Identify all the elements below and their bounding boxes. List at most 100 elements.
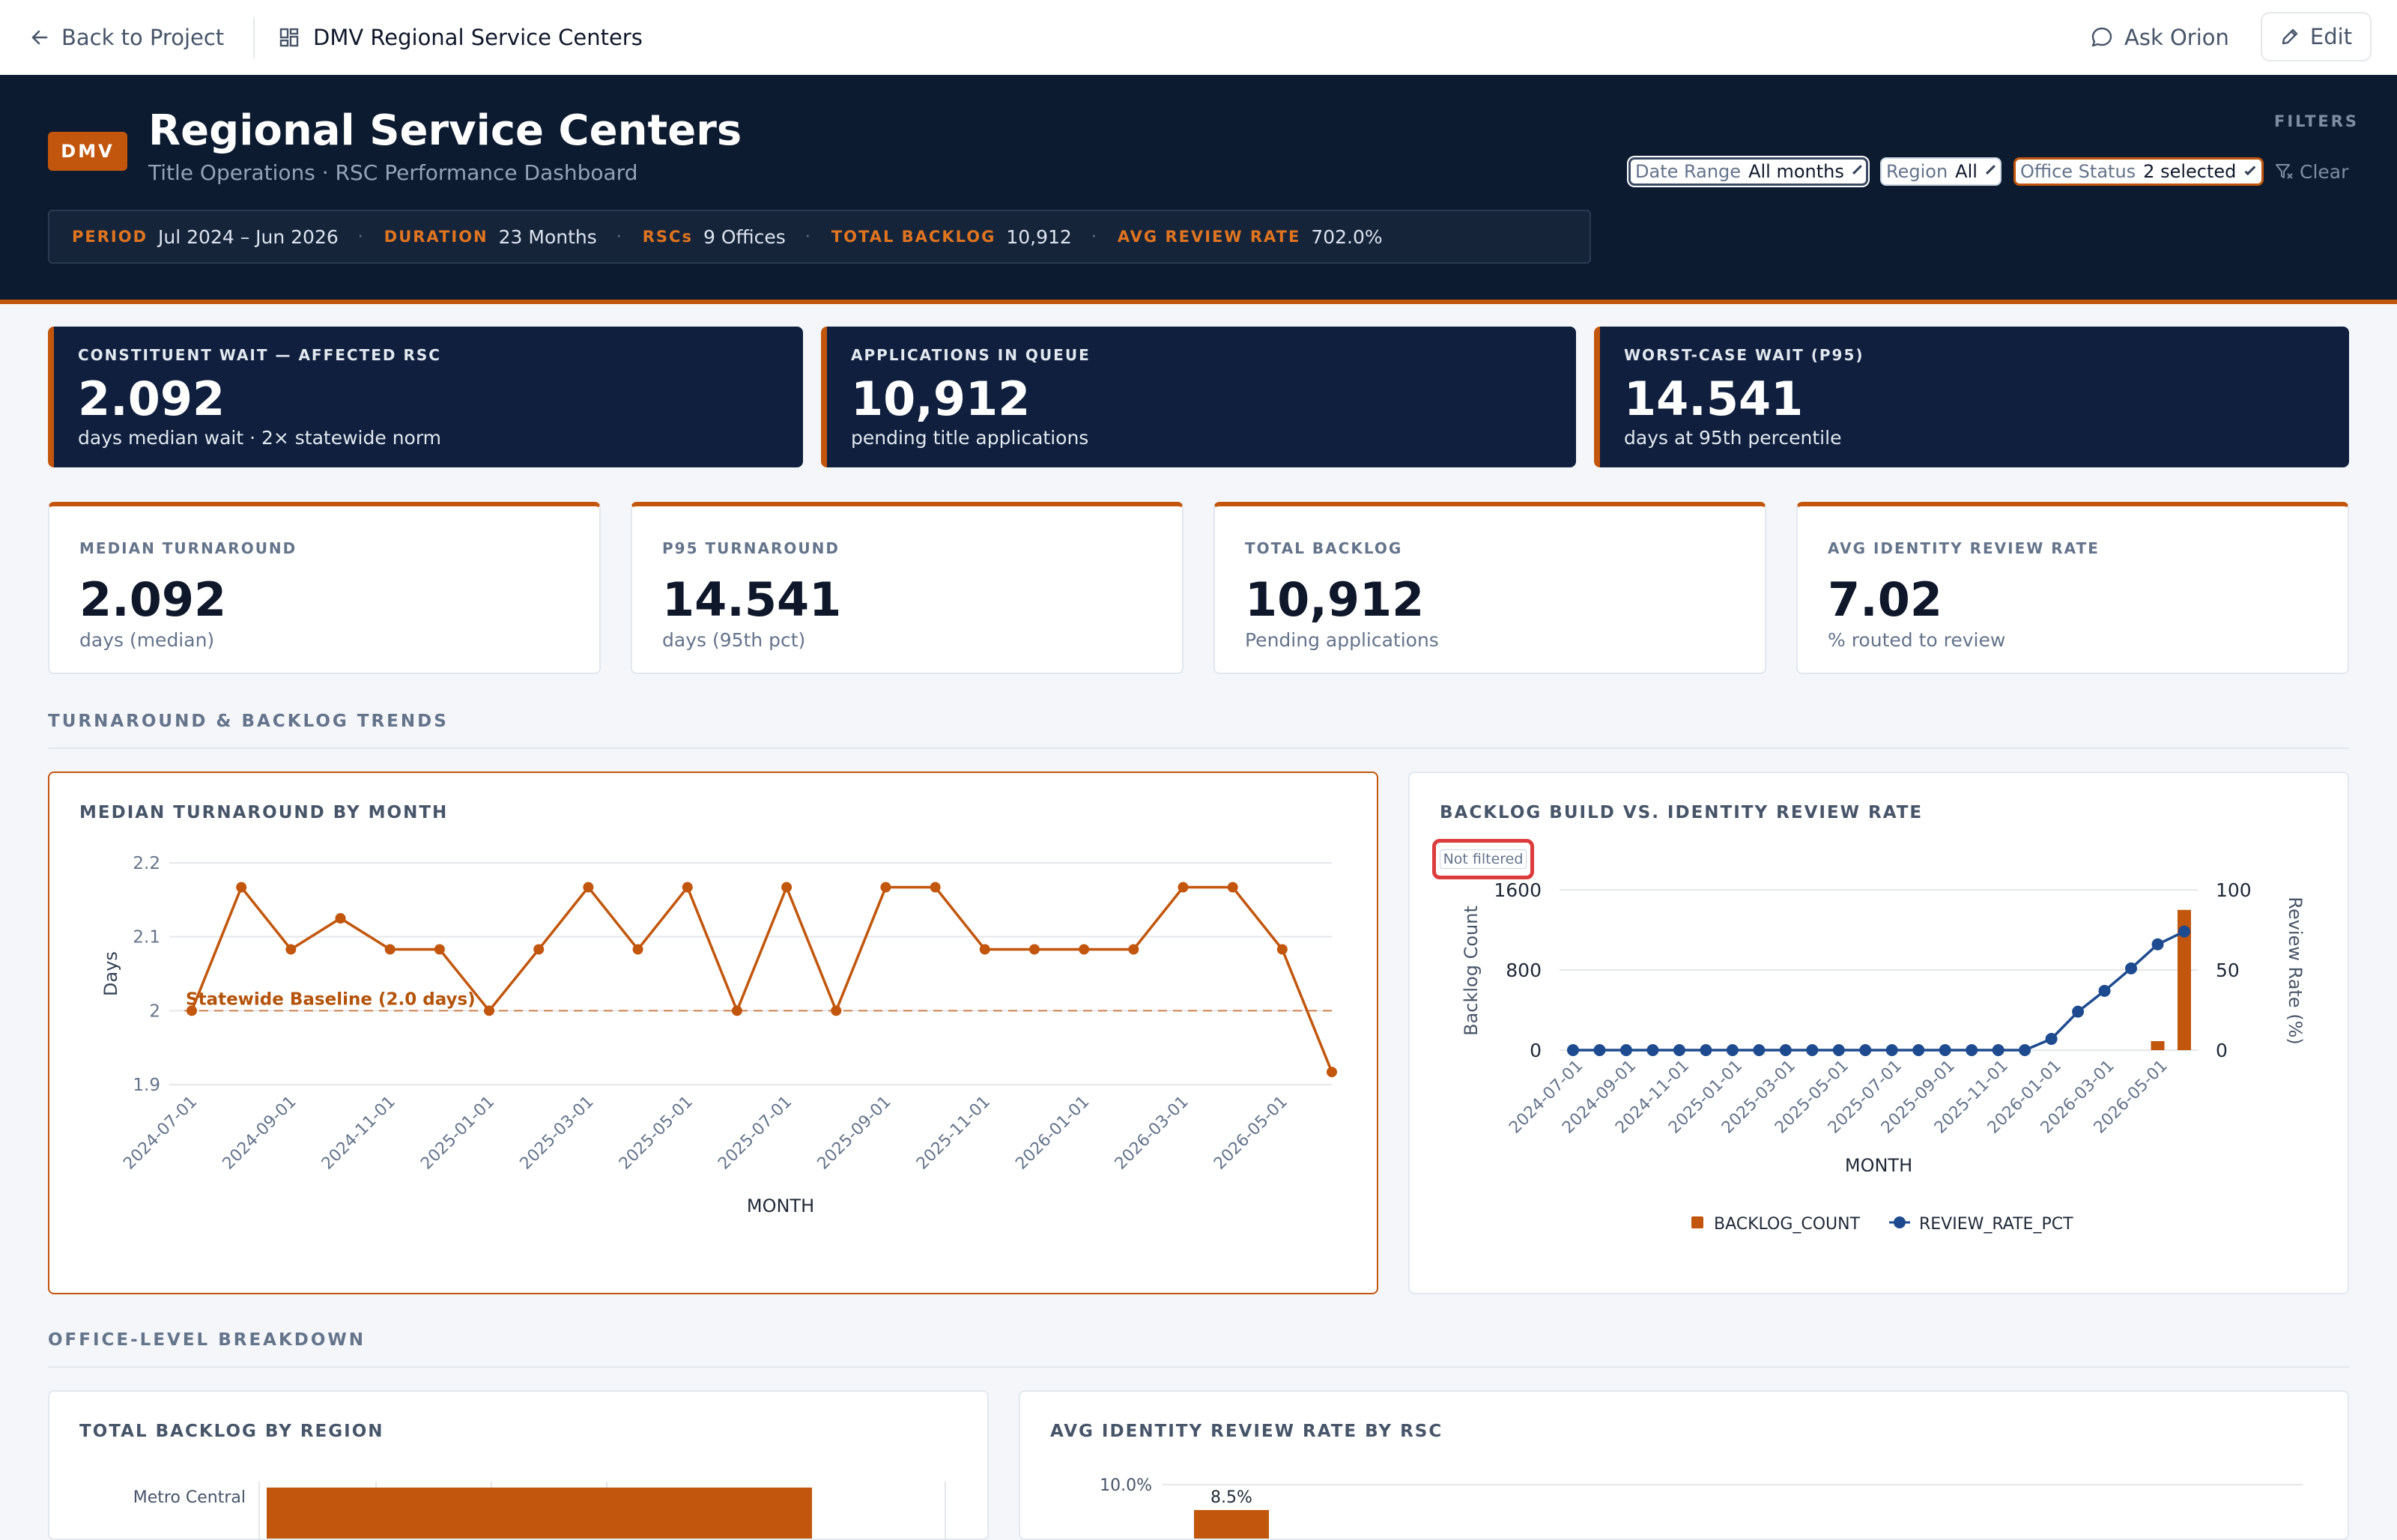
- chevron-down-icon: [1852, 164, 1862, 175]
- data-point: [2151, 938, 2164, 951]
- data-point: [880, 882, 891, 893]
- data-point: [1700, 1044, 1712, 1056]
- office-status-label: Office Status: [2020, 161, 2136, 182]
- y-tick-label: 2.1: [133, 928, 160, 948]
- kpi-label: TOTAL BACKLOG: [1245, 539, 1403, 557]
- meta-separator: ·: [616, 227, 622, 246]
- data-point: [1276, 944, 1288, 955]
- x-axis-label: MONTH: [747, 1195, 814, 1216]
- filter-clear-icon: [2276, 164, 2293, 179]
- x-tick-label: 2026-05-01: [1210, 1093, 1291, 1174]
- data-point: [979, 944, 990, 955]
- data-point: [1128, 944, 1139, 955]
- region-label: Region: [1886, 161, 1948, 182]
- date-range-filter[interactable]: Date Range All months: [1628, 157, 1868, 186]
- kpi-subtext: days at 95th percentile: [1624, 427, 1842, 449]
- edit-button[interactable]: Edit: [2261, 12, 2372, 61]
- office-status-filter[interactable]: Office Status 2 selected: [2013, 157, 2264, 186]
- kpi-card-applications-in-queue: APPLICATIONS IN QUEUE 10,912 pending tit…: [821, 327, 1576, 467]
- y-tick-label-right: 0: [2216, 1040, 2228, 1061]
- chart-title: BACKLOG BUILD VS. IDENTITY REVIEW RATE: [1440, 803, 1924, 822]
- ask-orion-button[interactable]: Ask Orion: [2090, 19, 2229, 55]
- breadcrumb: DMV Regional Service Centers: [279, 21, 643, 54]
- date-range-label: Date Range: [1635, 161, 1742, 182]
- kpi-card-constituent-wait: CONSTITUENT WAIT — AFFECTED RSC 2.092 da…: [48, 327, 803, 467]
- meta-key-period: PERIOD: [72, 228, 148, 246]
- arrow-left-icon: [31, 30, 48, 45]
- kpi-subtext: days (median): [79, 629, 215, 651]
- chart-panel-backlog-by-region[interactable]: TOTAL BACKLOG BY REGION Metro Central: [48, 1390, 989, 1540]
- data-point: [781, 882, 793, 893]
- data-point: [1593, 1044, 1606, 1056]
- chevron-down-icon: [2244, 163, 2256, 175]
- x-tick-label: 2025-09-01: [814, 1093, 895, 1174]
- region-filter[interactable]: Region All: [1880, 157, 2001, 186]
- chart-panel-review-rate-by-rsc[interactable]: AVG IDENTITY REVIEW RATE BY RSC 10.0% 8.5…: [1019, 1390, 2349, 1540]
- x-tick-label: 2024-11-01: [318, 1093, 399, 1174]
- section-title-trends: TURNAROUND & BACKLOG TRENDS: [48, 712, 449, 731]
- chevron-down-icon: [1986, 164, 1996, 175]
- meta-key-review-rate: AVG REVIEW RATE: [1117, 228, 1301, 246]
- x-axis-label: MONTH: [1845, 1155, 1912, 1176]
- kpi-subtext: days (95th pct): [662, 629, 806, 651]
- not-filtered-label: Not filtered: [1439, 849, 1527, 869]
- page-title: Regional Service Centers: [148, 106, 742, 155]
- meta-value-rscs: 9 Offices: [703, 225, 786, 248]
- data-point: [1806, 1044, 1819, 1056]
- x-tick-label: 2026-03-01: [1112, 1093, 1193, 1174]
- y-tick-label-right: 50: [2216, 960, 2240, 981]
- series-line-review-rate: [1573, 930, 2185, 1052]
- page-subtitle: Title Operations · RSC Performance Dashb…: [148, 160, 638, 185]
- breadcrumb-title: DMV Regional Service Centers: [313, 25, 643, 50]
- kpi-label: CONSTITUENT WAIT — AFFECTED RSC: [78, 346, 441, 364]
- x-tick-label: 2026-01-01: [1012, 1093, 1093, 1174]
- chart-title: AVG IDENTITY REVIEW RATE BY RSC: [1050, 1422, 1443, 1441]
- data-point: [731, 1005, 742, 1016]
- kpi-value: 10,912: [851, 372, 1031, 426]
- data-point: [236, 882, 247, 893]
- legend-swatch-review-rate-dot: [1894, 1216, 1906, 1228]
- data-point: [1992, 1044, 2004, 1056]
- chart-panel-backlog-vs-review[interactable]: BACKLOG BUILD VS. IDENTITY REVIEW RATE 0…: [1408, 771, 2349, 1294]
- chart-panel-median-turnaround[interactable]: MEDIAN TURNAROUND BY MONTH 1.9 2 2.1 2.2 Day…: [48, 771, 1378, 1294]
- region-value: All: [1955, 161, 1978, 182]
- kpi-subtext: pending title applications: [851, 427, 1089, 449]
- meta-key-rscs: RSCs: [642, 228, 693, 246]
- bar-rsc: [1194, 1510, 1269, 1539]
- data-point: [1885, 1044, 1898, 1056]
- bar-backlog: [2151, 1041, 2165, 1050]
- data-point: [1832, 1044, 1845, 1056]
- data-point: [1619, 1044, 1632, 1056]
- series-line-median: [190, 883, 1333, 1073]
- top-bar: Back to Project DMV Regional Service Cen…: [0, 0, 2397, 76]
- clear-filters-button[interactable]: Clear: [2274, 157, 2348, 186]
- y-tick-label: 2: [149, 1001, 160, 1021]
- x-tick-label: 2025-03-01: [517, 1093, 598, 1174]
- ask-orion-label: Ask Orion: [2124, 25, 2229, 50]
- y-tick-label-left: 0: [1530, 1040, 1542, 1061]
- meta-separator: ·: [357, 227, 363, 246]
- not-filtered-badge[interactable]: Not filtered: [1432, 839, 1534, 879]
- kpi-card-avg-review-rate: AVG IDENTITY REVIEW RATE 7.02 % routed t…: [1796, 502, 2349, 674]
- meta-separator: ·: [1091, 227, 1097, 246]
- data-point: [187, 1005, 197, 1016]
- data-point: [1178, 882, 1189, 893]
- back-to-project-link[interactable]: Back to Project: [30, 21, 224, 54]
- meta-value-period: Jul 2024 – Jun 2026: [158, 225, 339, 248]
- agency-badge: DMV: [48, 132, 127, 171]
- kpi-label: WORST-CASE WAIT (P95): [1624, 346, 1864, 364]
- data-point: [1726, 1044, 1739, 1056]
- section-divider: [48, 1366, 2349, 1368]
- data-point: [682, 882, 693, 893]
- back-label: Back to Project: [61, 25, 225, 50]
- kpi-value: 2.092: [79, 572, 227, 627]
- clear-label: Clear: [2300, 160, 2349, 183]
- section-title-office: OFFICE-LEVEL BREAKDOWN: [48, 1330, 366, 1350]
- data-point: [1966, 1044, 1978, 1056]
- data-point: [2178, 925, 2190, 938]
- backlog-by-region-chart: Metro Central: [133, 1482, 946, 1539]
- data-point: [533, 944, 545, 955]
- meta-value-review-rate: 702.0%: [1311, 225, 1383, 248]
- x-tick-label: 2025-11-01: [913, 1093, 994, 1174]
- data-point: [831, 1005, 842, 1016]
